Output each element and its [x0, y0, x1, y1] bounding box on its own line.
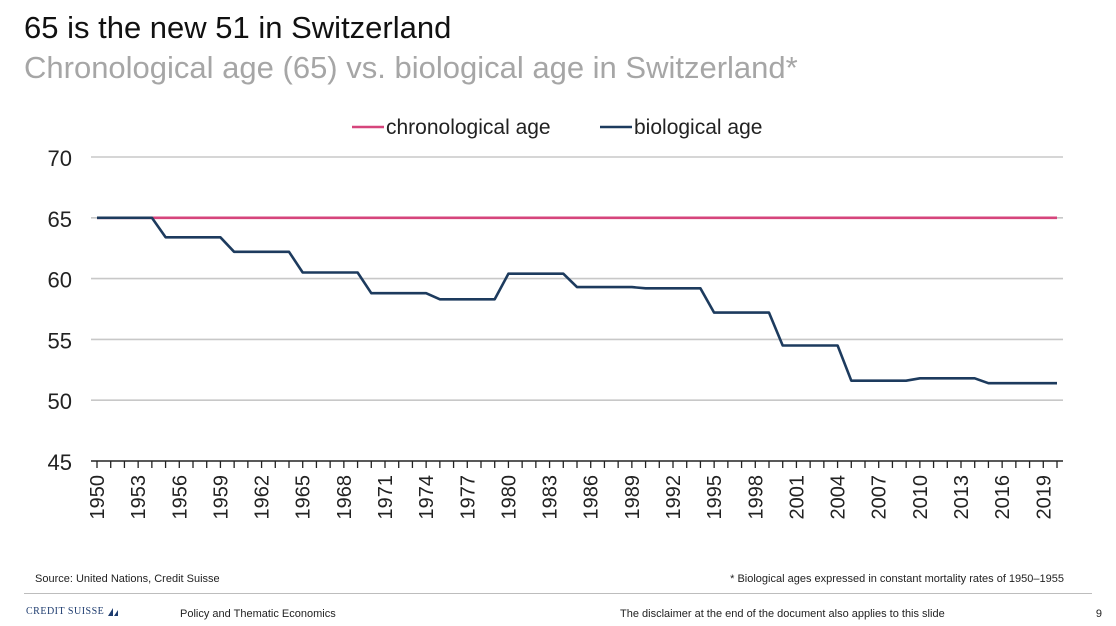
- y-tick-label: 55: [48, 328, 72, 353]
- credit-suisse-logo: CREDIT SUISSE: [26, 606, 119, 617]
- y-tick-label: 70: [48, 146, 72, 171]
- x-tick-label: 2001: [786, 475, 808, 520]
- x-tick-label: 1965: [293, 475, 315, 520]
- brand-name: CREDIT SUISSE: [26, 606, 105, 617]
- x-tick-label: 1980: [498, 475, 520, 520]
- slide-title: 65 is the new 51 in Switzerland: [24, 10, 452, 45]
- legend-label: chronological age: [386, 116, 551, 139]
- source-note: Source: United Nations, Credit Suisse: [35, 573, 220, 585]
- x-tick-label: 1950: [87, 475, 109, 520]
- x-tick-label: 2016: [992, 475, 1014, 520]
- x-tick-label: 2004: [828, 475, 850, 520]
- page-number: 9: [1095, 608, 1102, 620]
- x-tick-label: 1953: [128, 475, 150, 520]
- x-tick-label: 1986: [581, 475, 603, 520]
- department-label: Policy and Thematic Economics: [180, 608, 336, 620]
- chart-legend: chronological age biological age: [352, 116, 762, 139]
- y-tick-label: 60: [48, 268, 72, 293]
- legend-label: biological age: [634, 116, 762, 139]
- x-tick-label: 2010: [910, 475, 932, 520]
- x-tick-label: 2013: [951, 475, 973, 520]
- x-tick-label: 1983: [540, 475, 562, 520]
- footnote: * Biological ages expressed in constant …: [730, 573, 1064, 585]
- x-tick-label: 2019: [1033, 475, 1055, 520]
- x-tick-label: 2007: [869, 475, 891, 520]
- disclaimer-note: The disclaimer at the end of the documen…: [620, 608, 945, 620]
- x-tick-label: 1989: [622, 475, 644, 520]
- x-tick-label: 1995: [704, 475, 726, 520]
- x-tick-label: 1992: [663, 475, 685, 520]
- series-lines: [97, 216, 1057, 385]
- y-tick-label: 50: [48, 389, 72, 414]
- x-tick-label: 1959: [210, 475, 232, 520]
- x-tick-label: 1962: [252, 475, 274, 520]
- grid-lines: [91, 156, 1063, 402]
- series-line-biological-age: [97, 216, 1057, 385]
- x-tick-label: 1977: [457, 475, 479, 520]
- y-axis-ticks: 70 65 60 55 50 45: [48, 146, 72, 475]
- line-chart: chronological age biological age 70 65 60 55…: [48, 116, 1063, 520]
- y-tick-label: 45: [48, 450, 72, 475]
- x-tick-label: 1956: [169, 475, 191, 520]
- x-tick-label: 1968: [334, 475, 356, 520]
- sail-icon: [108, 607, 119, 616]
- y-tick-label: 65: [48, 207, 72, 232]
- x-tick-label: 1971: [375, 475, 397, 520]
- x-tick-label: 1998: [745, 475, 767, 520]
- footer-divider: [24, 593, 1092, 594]
- x-axis: 1950 1953 1956 1959 1962 1965 1968 1971 1974 1977…: [87, 460, 1063, 520]
- x-tick-label: 1974: [416, 475, 438, 520]
- slide-subtitle: Chronological age (65) vs. biological ag…: [24, 50, 798, 85]
